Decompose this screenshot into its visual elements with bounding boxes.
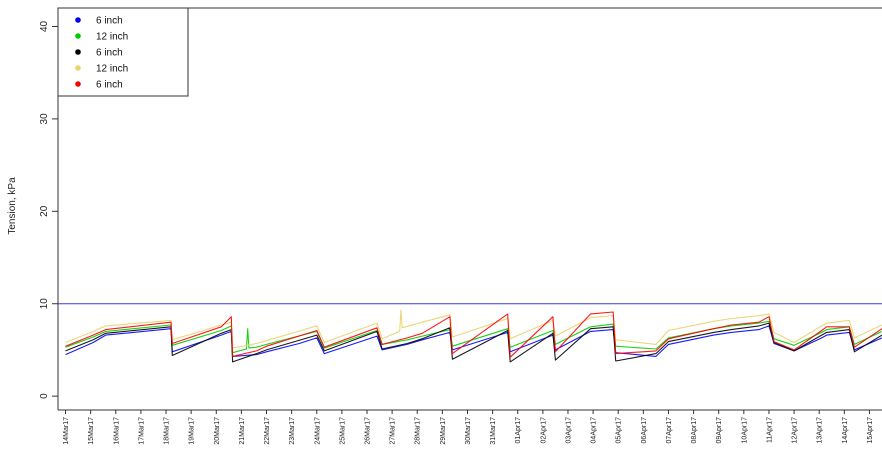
x-tick-label: 09Apr17 xyxy=(716,417,723,444)
x-tick-label: 30Mar17 xyxy=(465,417,472,445)
x-tick-label: 26Mar17 xyxy=(365,417,372,445)
x-tick-label: 25Mar17 xyxy=(339,417,346,445)
x-tick-label: 01Apr17 xyxy=(515,417,522,444)
x-tick-label: 29Mar17 xyxy=(440,417,447,445)
x-tick-label: 27Mar17 xyxy=(390,417,397,445)
y-tick-label: 40 xyxy=(39,20,50,32)
legend-label: 12 inch xyxy=(96,32,128,43)
x-tick-label: 14Mar17 xyxy=(63,417,70,445)
x-tick-label: 08Apr17 xyxy=(691,417,698,444)
legend-label: 6 inch xyxy=(96,80,123,91)
x-axis: 14Mar17 15Mar17 16Mar17 17Mar17 18Mar17 19Mar… xyxy=(63,410,874,445)
x-tick-label: 11Apr17 xyxy=(766,417,773,443)
legend: 6 inch 12 inch 6 inch 12 inch 6 inch xyxy=(57,7,189,97)
y-axis: 0 10 20 30 40 xyxy=(39,20,58,399)
x-tick-label: 23Mar17 xyxy=(289,417,296,445)
legend-label: 6 inch xyxy=(96,48,123,59)
series-layer xyxy=(65,309,882,363)
x-tick-label: 02Apr17 xyxy=(540,417,547,444)
series-line-5 xyxy=(65,311,882,358)
x-tick-label: 03Apr17 xyxy=(565,417,572,444)
x-tick-label: 04Apr17 xyxy=(591,417,598,444)
x-tick-label: 19Mar17 xyxy=(189,417,196,445)
series-line-1 xyxy=(65,325,882,357)
x-tick-label: 12Apr17 xyxy=(792,417,799,444)
y-tick-label: 10 xyxy=(39,298,50,310)
legend-marker xyxy=(75,81,81,87)
x-tick-label: 17Mar17 xyxy=(138,417,145,445)
y-tick-label: 0 xyxy=(39,393,50,399)
x-tick-label: 06Apr17 xyxy=(641,417,648,444)
legend-label: 6 inch xyxy=(96,16,123,27)
x-tick-label: 18Mar17 xyxy=(164,417,171,445)
x-tick-label: 20Mar17 xyxy=(214,417,221,445)
legend-marker xyxy=(75,65,81,71)
x-tick-label: 21Mar17 xyxy=(239,417,246,445)
x-tick-label: 24Mar17 xyxy=(314,417,321,445)
y-tick-label: 20 xyxy=(39,205,50,217)
legend-marker xyxy=(75,17,81,23)
x-tick-label: 15Apr17 xyxy=(867,417,874,444)
x-tick-label: 28Mar17 xyxy=(415,417,422,445)
legend-marker xyxy=(75,33,81,39)
x-tick-label: 05Apr17 xyxy=(616,417,623,444)
y-tick-label: 30 xyxy=(39,113,50,125)
x-tick-label: 15Mar17 xyxy=(88,417,95,445)
x-tick-label: 16Mar17 xyxy=(113,417,120,445)
x-tick-label: 31Mar17 xyxy=(490,417,497,445)
x-tick-label: 10Apr17 xyxy=(741,417,748,444)
x-tick-label: 07Apr17 xyxy=(666,417,673,444)
x-tick-label: 14Apr17 xyxy=(842,417,849,444)
x-tick-label: 22Mar17 xyxy=(264,417,271,445)
x-tick-label: 13Apr17 xyxy=(817,417,824,444)
legend-marker xyxy=(75,49,81,55)
y-axis-label: Tension, kPa xyxy=(7,177,18,235)
legend-label: 12 inch xyxy=(96,64,128,75)
